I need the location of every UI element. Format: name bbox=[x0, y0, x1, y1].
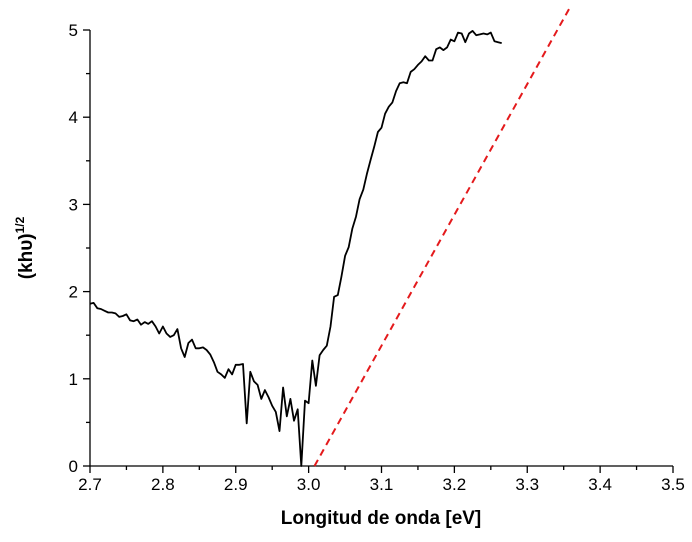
x-tick-label: 3.4 bbox=[588, 475, 612, 494]
y-tick-label: 3 bbox=[69, 195, 78, 214]
x-tick-label: 3.5 bbox=[661, 475, 685, 494]
y-axis-title: (khυ)1/2 bbox=[13, 216, 37, 279]
x-axis-title: Longitud de onda [eV] bbox=[281, 508, 482, 529]
y-tick-label: 5 bbox=[69, 21, 78, 40]
y-tick-label: 4 bbox=[69, 108, 78, 127]
data-series-line bbox=[89, 29, 502, 467]
linear-fit-line bbox=[313, 7, 571, 467]
plot-area: 2.7 2.8 2.9 3.0 3.1 3.2 3.3 3.4 3.5 0 1 2 3 4 5 bbox=[69, 7, 685, 494]
y-axis-title-superscript: 1/2 bbox=[13, 216, 27, 233]
x-tick-label: 3.1 bbox=[370, 475, 394, 494]
x-tick-label: 3.3 bbox=[515, 475, 539, 494]
y-ticks: 0 1 2 3 4 5 bbox=[69, 21, 90, 476]
x-tick-label: 2.7 bbox=[78, 475, 102, 494]
y-axis-title-base: (khυ) bbox=[16, 233, 37, 279]
series-layer bbox=[89, 7, 571, 467]
x-tick-label: 2.9 bbox=[224, 475, 248, 494]
y-tick-label: 1 bbox=[69, 370, 78, 389]
x-ticks: 2.7 2.8 2.9 3.0 3.1 3.2 3.3 3.4 3.5 bbox=[78, 466, 685, 494]
y-tick-label: 2 bbox=[69, 283, 78, 302]
y-tick-label: 0 bbox=[69, 457, 78, 476]
x-tick-label: 2.8 bbox=[151, 475, 175, 494]
x-tick-label: 3.2 bbox=[443, 475, 467, 494]
x-tick-label: 3.0 bbox=[297, 475, 321, 494]
